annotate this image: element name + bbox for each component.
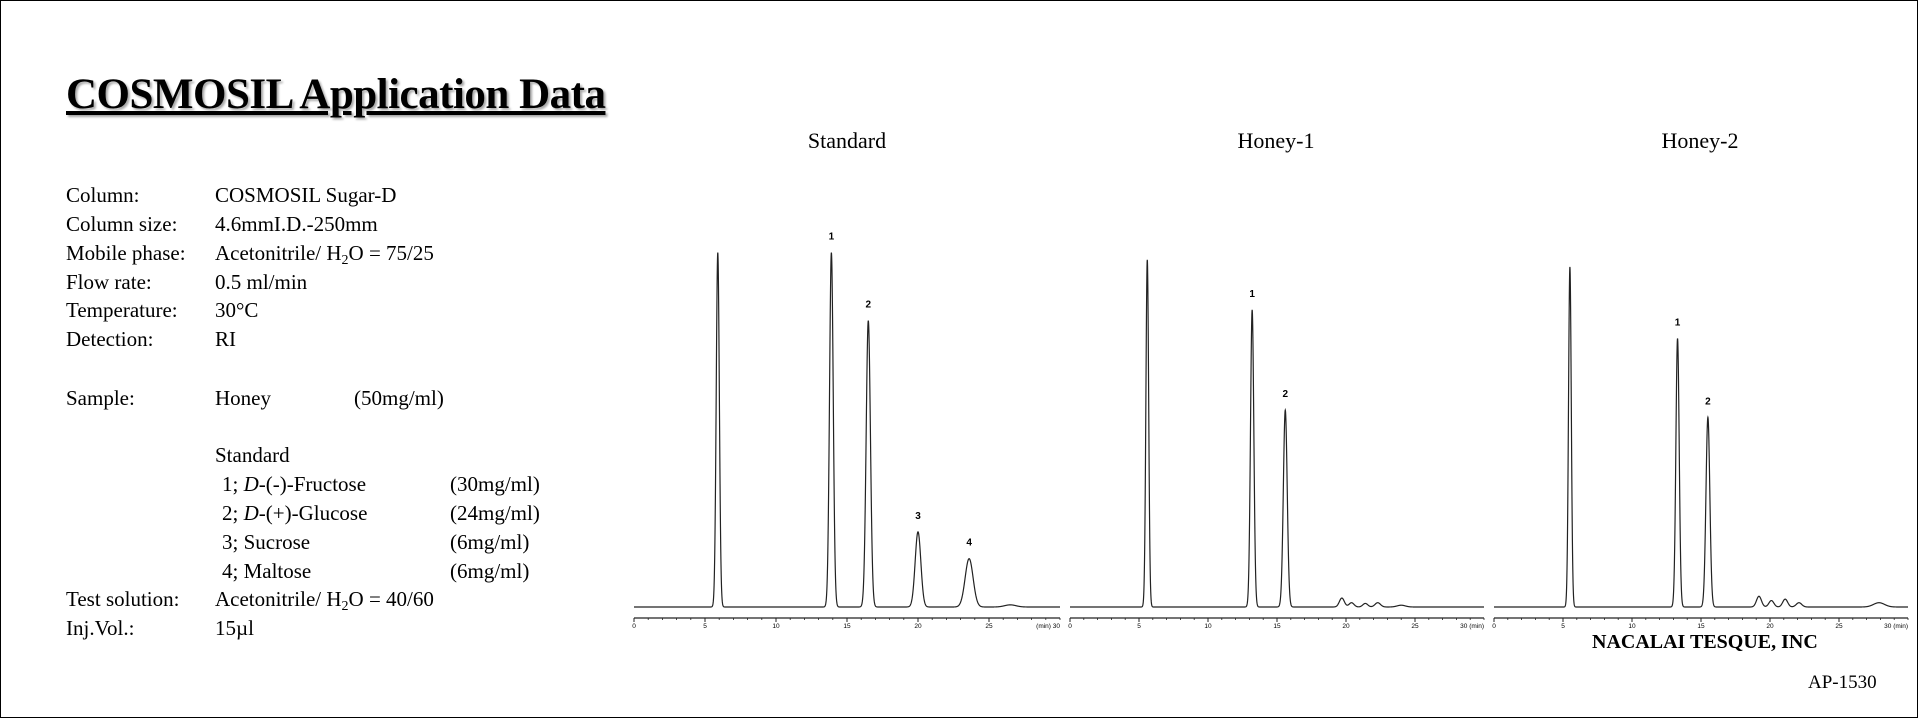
standard-concentration: (30mg/ml) [450, 472, 540, 496]
test-solution-text: Acetonitrile/ H [215, 587, 342, 611]
chart-title-honey-2: Honey-2 [1661, 128, 1739, 153]
temperature-value: 30°C [215, 298, 259, 322]
detection-value: RI [215, 327, 236, 351]
page-title: COSMOSIL Application Data [66, 71, 606, 118]
test-solution-ratio: O = 40/60 [348, 587, 434, 611]
x-tick-label: 5 [1137, 623, 1141, 630]
chromatogram-standard: 1 2 3 4 0 5 10 15 20 25 (min) 30 [632, 232, 1061, 630]
standard-compound: -(-)-Fructose [258, 472, 367, 496]
peak-label: 1 [1675, 318, 1681, 329]
standard-number: 3; [222, 530, 244, 554]
standard-number: 4; [222, 559, 244, 583]
x-tick-label: 25 [1835, 623, 1843, 630]
test-solution-value: Acetonitrile/ H2O = 40/60 [215, 587, 434, 614]
standard-name: 4; Maltose [222, 559, 311, 583]
standard-concentration: (24mg/ml) [450, 501, 540, 525]
x-tick-label: 20 [914, 623, 922, 630]
standard-name: 1; D-(-)-Fructose [222, 472, 366, 496]
standard-concentration: (6mg/ml) [450, 530, 530, 554]
chart-title-honey-1: Honey-1 [1237, 128, 1315, 153]
mobile-phase-text: Acetonitrile/ H [215, 241, 342, 265]
x-tick-label: 5 [1561, 623, 1565, 630]
document-code: AP-1530 [1808, 672, 1877, 693]
sample-name: Honey [215, 386, 271, 410]
peak-label: 4 [966, 538, 972, 549]
x-unit-label: (min) 30 [1036, 623, 1060, 630]
x-unit-label: 30 (min) [1460, 623, 1484, 630]
peak-label: 2 [1705, 396, 1711, 407]
standard-heading: Standard [215, 443, 290, 467]
peak-label: 1 [829, 232, 835, 243]
test-solution-label: Test solution: [66, 587, 180, 611]
standard-compound: Sucrose [243, 530, 311, 554]
standard-number: 2; [222, 501, 244, 525]
mobile-phase-label: Mobile phase: [66, 241, 186, 265]
flow-rate-value: 0.5 ml/min [215, 270, 308, 294]
x-tick-label: 15 [843, 623, 851, 630]
x-tick-label: 25 [1411, 623, 1419, 630]
standard-number: 1; [222, 472, 244, 496]
standard-name: 2; D-(+)-Glucose [222, 501, 367, 525]
peak-label: 2 [1283, 389, 1289, 400]
company-name: NACALAI TESQUE, INC [1592, 631, 1818, 653]
x-tick-label: 20 [1766, 623, 1774, 630]
x-tick-label: 25 [985, 623, 993, 630]
peak-label: 2 [866, 300, 872, 311]
chromatogram-trace [634, 252, 1060, 608]
x-tick-label: 0 [1068, 623, 1072, 630]
peak-label: 3 [915, 511, 921, 522]
test-solution-subscript: 2 [341, 599, 349, 614]
column-size-value: 4.6mmI.D.-250mm [215, 212, 378, 236]
mobile-phase-value: Acetonitrile/ H2O = 75/25 [215, 241, 434, 268]
temperature-label: Temperature: [66, 298, 178, 322]
mobile-phase-ratio: O = 75/25 [348, 241, 434, 265]
chart-title-standard: Standard [807, 128, 887, 153]
column-value: COSMOSIL Sugar-D [215, 183, 397, 207]
standard-compound: Maltose [243, 559, 312, 583]
x-unit-label: 30 (min) [1884, 623, 1908, 630]
x-tick-label: 10 [1628, 623, 1636, 630]
peak-label: 1 [1249, 289, 1255, 300]
sample-label: Sample: [66, 386, 135, 410]
chromatogram-honey-1: 120 5 10 15 20 25 30 (min) [1068, 259, 1485, 630]
standard-compound: -(+)-Glucose [258, 501, 368, 525]
x-tick-label: 5 [703, 623, 707, 630]
standard-prefix: D [243, 472, 259, 496]
injection-volume-label: Inj.Vol.: [66, 616, 135, 640]
detection-label: Detection: [66, 327, 154, 351]
x-tick-label: 15 [1273, 623, 1281, 630]
standard-prefix: D [243, 501, 259, 525]
column-size-label: Column size: [66, 212, 178, 236]
x-tick-label: 0 [632, 623, 636, 630]
sample-concentration: (50mg/ml) [354, 386, 444, 410]
chromatogram-trace [1070, 259, 1484, 608]
flow-rate-label: Flow rate: [66, 270, 152, 294]
standard-concentration: (6mg/ml) [450, 559, 530, 583]
x-tick-label: 20 [1342, 623, 1350, 630]
mobile-phase-subscript: 2 [341, 253, 349, 268]
column-label: Column: [66, 183, 140, 207]
x-tick-label: 10 [1204, 623, 1212, 630]
chromatogram-honey-2: 120 5 10 15 20 25 30 (min) [1492, 266, 1909, 630]
x-tick-label: 10 [772, 623, 780, 630]
injection-volume-value: 15µl [215, 616, 254, 640]
chromatogram-trace [1494, 266, 1908, 608]
x-tick-label: 0 [1492, 623, 1496, 630]
standard-name: 3; Sucrose [222, 530, 310, 554]
x-tick-label: 15 [1697, 623, 1705, 630]
